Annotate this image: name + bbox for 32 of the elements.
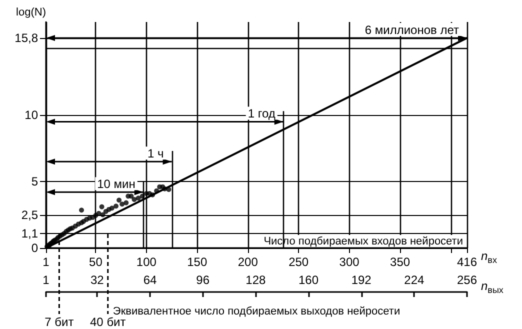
y-tick-label: 2,5 (21, 208, 38, 222)
x2-tick-label: 64 (143, 273, 158, 287)
x-tick-label: 416 (456, 255, 478, 269)
y-axis-title: log(N) (16, 6, 46, 18)
x-tick-label: 250 (288, 255, 309, 269)
x-tick-label: 1 (42, 255, 50, 269)
y-tick-label: 15,8 (14, 30, 38, 45)
annotation: 6 миллионов лет (364, 22, 460, 37)
x2-tick-label: 256 (456, 273, 478, 287)
x-tick-label: 150 (187, 255, 208, 269)
y-tick-label: 1,1 (21, 226, 38, 240)
ref-line-label: 7 бит (44, 315, 74, 329)
x2-tick-label: 192 (351, 273, 372, 287)
y-tick-label: 0 (31, 241, 38, 255)
x-tick-label: 50 (89, 255, 103, 269)
x2-tick-label: 1 (42, 273, 50, 287)
x2-tick-label: 96 (196, 273, 210, 287)
x-tick-label: 100 (136, 255, 157, 269)
x-tick-label: 350 (390, 255, 410, 269)
x2-tick-label: 160 (298, 273, 319, 287)
x-tick-label: 300 (339, 255, 360, 269)
annotation: 1 ч (148, 146, 164, 161)
y-tick-label: 5 (31, 174, 38, 189)
annotation: 10 мин (97, 177, 136, 192)
x2-axis-title: Эквивалентное число подбираемых выходов нейросети (112, 306, 400, 318)
x-tick-label: 200 (238, 255, 258, 269)
x2-tick-label: 32 (90, 273, 104, 287)
annotation: 1 год (248, 106, 276, 121)
x2-tick-label: 128 (246, 273, 266, 287)
x2-tick-label: 224 (404, 273, 424, 287)
y-tick-label: 10 (24, 108, 38, 122)
ref-line-label: 40 бит (90, 315, 126, 329)
